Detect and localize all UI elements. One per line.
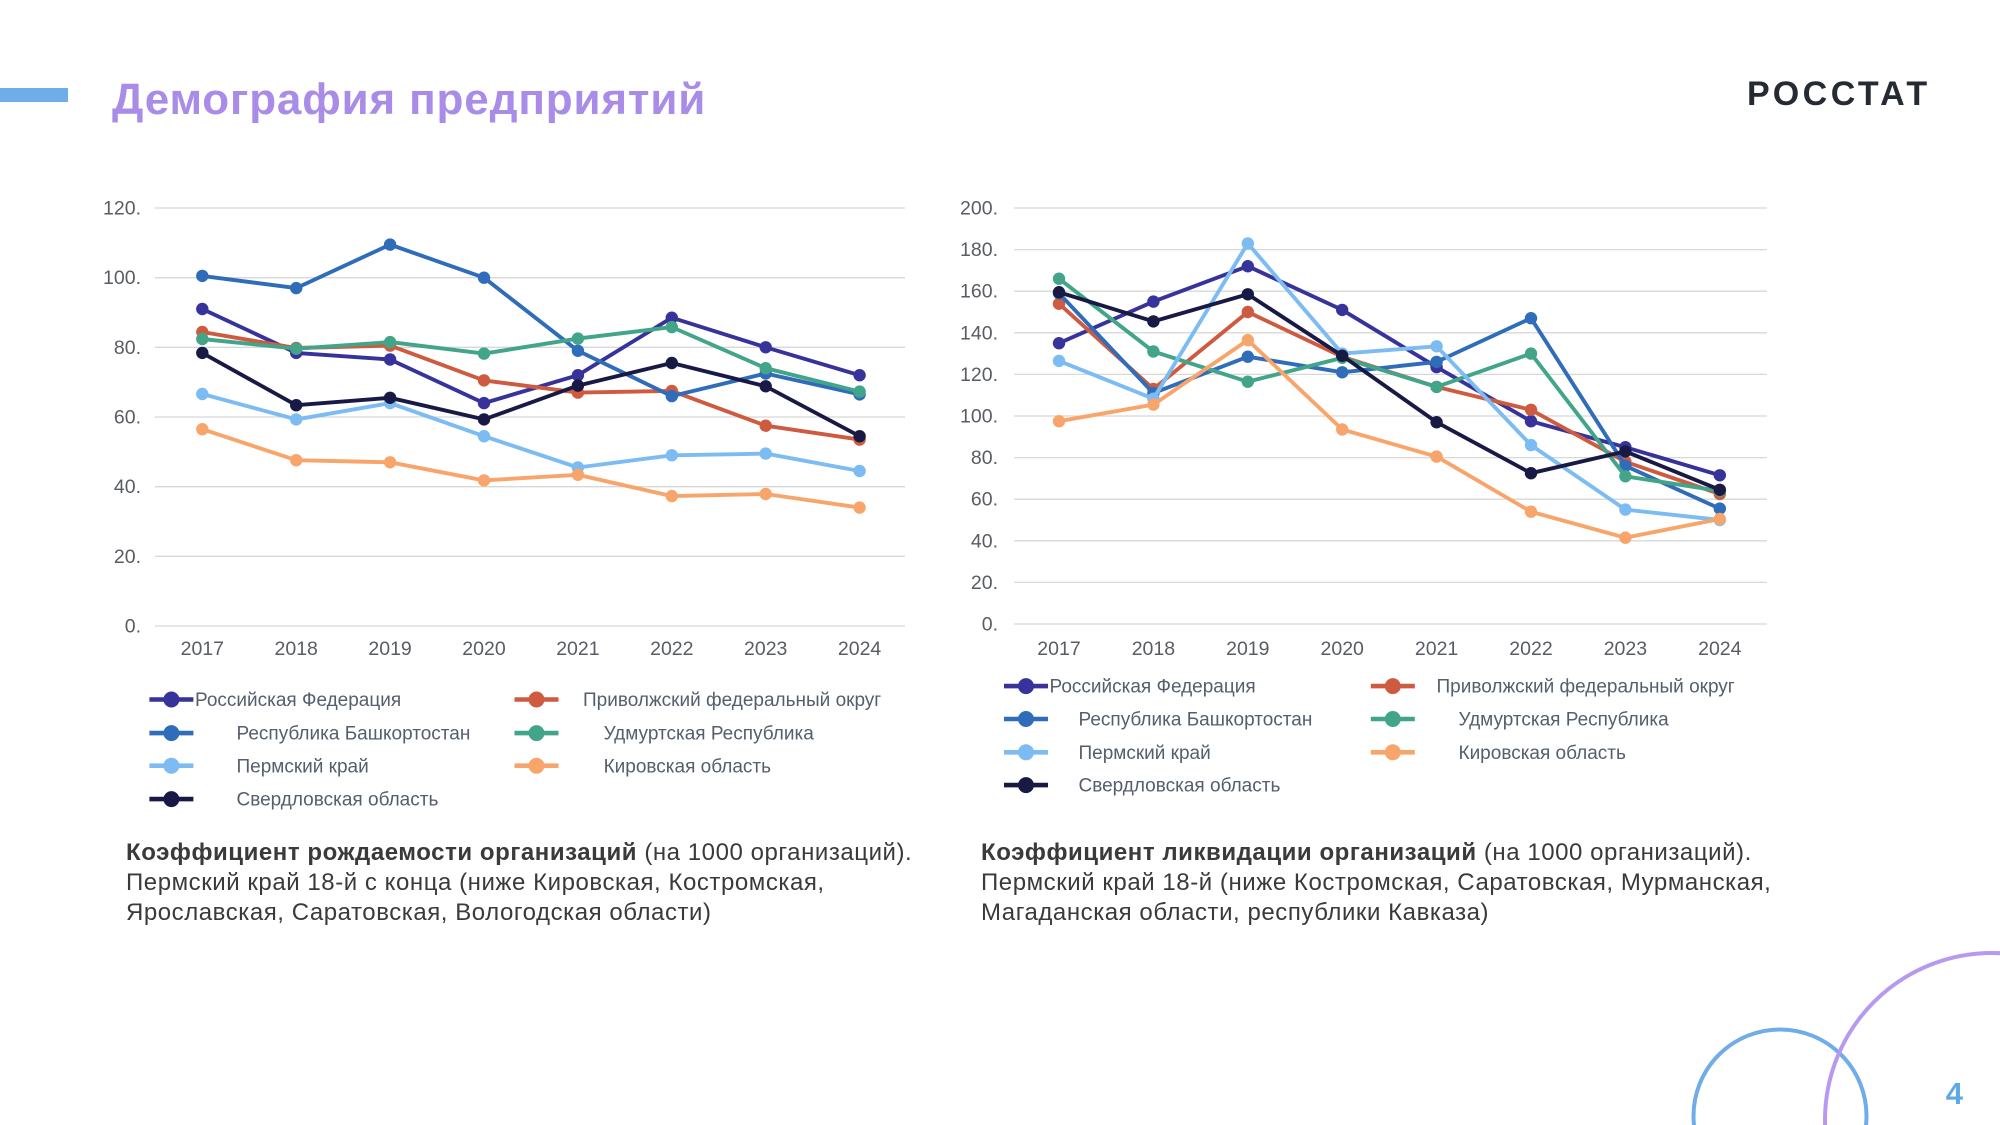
svg-text:2018: 2018: [275, 638, 318, 660]
svg-text:120.: 120.: [960, 364, 998, 386]
svg-text:Свердловская область: Свердловская область: [237, 790, 439, 811]
svg-text:180.: 180.: [960, 239, 998, 261]
svg-text:2017: 2017: [181, 638, 224, 660]
svg-text:100.: 100.: [103, 267, 141, 289]
svg-text:2017: 2017: [1037, 638, 1080, 660]
svg-text:Пермский край: Пермский край: [1079, 743, 1211, 764]
svg-text:80.: 80.: [114, 337, 141, 359]
svg-text:140.: 140.: [960, 322, 998, 344]
svg-text:160.: 160.: [960, 281, 998, 303]
svg-text:0.: 0.: [982, 614, 998, 636]
svg-text:100.: 100.: [960, 406, 998, 428]
svg-text:Удмуртская Республика: Удмуртская Республика: [604, 724, 815, 745]
svg-text:20.: 20.: [971, 572, 998, 594]
svg-text:80.: 80.: [971, 447, 998, 469]
svg-text:2020: 2020: [1321, 638, 1365, 660]
svg-text:2024: 2024: [1698, 638, 1742, 660]
svg-text:2018: 2018: [1132, 638, 1175, 660]
svg-text:2023: 2023: [744, 638, 787, 660]
svg-text:Кировская область: Кировская область: [1459, 743, 1627, 764]
svg-text:0.: 0.: [125, 616, 141, 638]
svg-text:2023: 2023: [1604, 638, 1647, 660]
svg-text:40.: 40.: [114, 476, 141, 498]
svg-text:Приволжский федеральный округ: Приволжский федеральный округ: [583, 690, 881, 711]
svg-text:2021: 2021: [556, 638, 599, 660]
svg-text:200.: 200.: [960, 198, 998, 220]
svg-text:60.: 60.: [971, 489, 998, 511]
svg-text:Пермский край: Пермский край: [237, 756, 369, 777]
svg-text:Российская Федерация: Российская Федерация: [195, 690, 401, 711]
svg-text:2022: 2022: [650, 638, 693, 660]
svg-text:2021: 2021: [1415, 638, 1458, 660]
svg-text:Приволжский федеральный округ: Приволжский федеральный округ: [1437, 677, 1735, 698]
svg-text:Кировская область: Кировская область: [604, 756, 772, 777]
svg-text:40.: 40.: [971, 530, 998, 552]
svg-text:Российская Федерация: Российская Федерация: [1050, 677, 1256, 698]
svg-text:2022: 2022: [1509, 638, 1552, 660]
svg-text:20.: 20.: [114, 546, 141, 568]
svg-text:Свердловская область: Свердловская область: [1079, 776, 1281, 797]
svg-text:Удмуртская Республика: Удмуртская Республика: [1459, 710, 1670, 731]
svg-text:2020: 2020: [462, 638, 506, 660]
svg-text:2019: 2019: [1226, 638, 1269, 660]
svg-text:2019: 2019: [368, 638, 411, 660]
svg-text:120.: 120.: [103, 198, 141, 220]
svg-text:2024: 2024: [838, 638, 882, 660]
svg-text:60.: 60.: [114, 407, 141, 429]
svg-text:Республика Башкортостан: Республика Башкортостан: [1079, 710, 1313, 731]
svg-text:Республика Башкортостан: Республика Башкортостан: [237, 724, 471, 745]
